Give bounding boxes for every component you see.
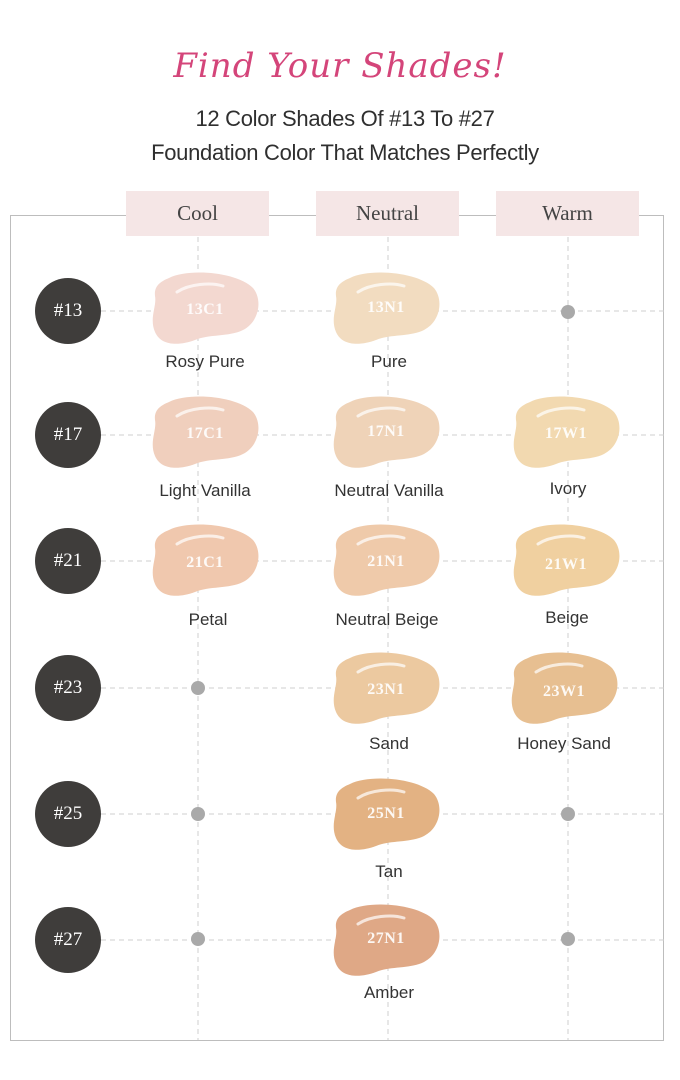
shade-name-23w1: Honey Sand	[517, 734, 611, 753]
shade-name-21c1: Petal	[188, 610, 228, 629]
row-badge-23: #23	[35, 655, 101, 721]
row-badge-17: #17	[35, 402, 101, 468]
shade-name-13n1: Pure	[371, 352, 407, 371]
shade-swatch-27n1[interactable]	[330, 902, 442, 982]
shade-code-13n1: 13N1	[367, 299, 405, 316]
shade-name-17n1: Neutral Vanilla	[334, 481, 444, 500]
shade-swatch-23n1[interactable]	[330, 650, 442, 730]
column-header-cool: Cool	[126, 191, 269, 236]
shade-code-17n1: 17N1	[367, 423, 405, 440]
shade-code-17w1: 17W1	[545, 425, 587, 442]
shade-swatch-13n1[interactable]	[330, 270, 442, 350]
shade-name-21n1: Neutral Beige	[335, 610, 439, 629]
shade-swatch-17w1[interactable]	[510, 394, 622, 474]
subtitle-line-1: 12 Color Shades Of #13 To #27	[195, 106, 495, 131]
shade-name-25n1: Tan	[375, 862, 403, 881]
empty-cell-dot-25-cool	[191, 807, 205, 821]
shade-name-21w1: Beige	[545, 608, 589, 627]
empty-cell-dot-13-warm	[561, 305, 575, 319]
row-badge-21: #21	[35, 528, 101, 594]
shade-name-17w1: Ivory	[549, 479, 587, 498]
shade-name-13c1: Rosy Pure	[165, 352, 245, 371]
shade-swatch-17c1[interactable]	[149, 394, 261, 474]
row-badge-27: #27	[35, 907, 101, 973]
shade-code-21n1: 21N1	[367, 553, 405, 570]
shade-name-27n1: Amber	[363, 983, 415, 1002]
empty-cell-dot-23-cool	[191, 681, 205, 695]
shade-code-27n1: 27N1	[367, 930, 405, 947]
shade-swatch-21w1[interactable]	[510, 522, 622, 602]
empty-cell-dot-25-warm	[561, 807, 575, 821]
empty-cell-dot-27-warm	[561, 932, 575, 946]
row-badge-25: #25	[35, 781, 101, 847]
shade-code-25n1: 25N1	[367, 805, 405, 822]
empty-cell-dot-27-cool	[191, 932, 205, 946]
shade-code-23w1: 23W1	[543, 683, 585, 700]
shade-code-21w1: 21W1	[545, 556, 587, 573]
shade-code-13c1: 13C1	[186, 301, 224, 318]
column-header-neutral: Neutral	[316, 191, 459, 236]
shade-name-23n1: Sand	[369, 734, 409, 753]
shade-code-17c1: 17C1	[186, 425, 224, 442]
shade-swatch-25n1[interactable]	[330, 776, 442, 856]
script-title: Find Your Shades!	[173, 46, 507, 86]
column-header-warm: Warm	[496, 191, 639, 236]
row-badge-13: #13	[35, 278, 101, 344]
shade-name-17c1: Light Vanilla	[159, 481, 251, 500]
subtitle-line-2: Foundation Color That Matches Perfectly	[151, 140, 539, 165]
shade-swatch-17n1[interactable]	[330, 394, 442, 474]
shade-code-23n1: 23N1	[367, 681, 405, 698]
shade-code-21c1: 21C1	[186, 554, 224, 571]
shade-swatch-21n1[interactable]	[330, 522, 442, 602]
shade-swatch-23w1[interactable]	[508, 650, 620, 730]
shade-swatch-13c1[interactable]	[149, 270, 261, 350]
shade-swatch-21c1[interactable]	[149, 522, 261, 602]
